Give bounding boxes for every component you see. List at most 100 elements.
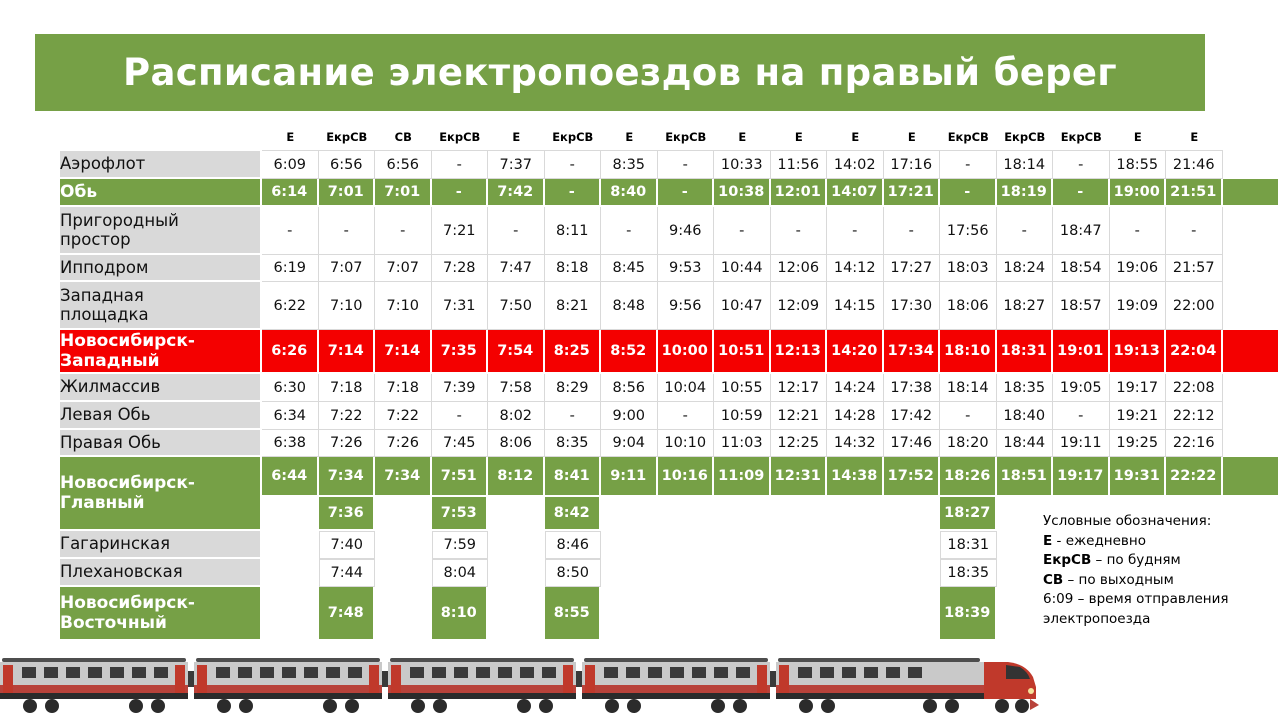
filler-cell bbox=[1222, 179, 1280, 207]
time-cell: 6:09 bbox=[262, 151, 319, 179]
station-cell: Левая Обь bbox=[60, 402, 262, 430]
time-cell: 10:59 bbox=[714, 402, 771, 430]
time-cell: 12:31 bbox=[770, 457, 827, 497]
time-cell: 8:50 bbox=[544, 559, 601, 587]
time-cell: 7:10 bbox=[318, 282, 375, 330]
time-cell: 17:30 bbox=[883, 282, 940, 330]
time-cell: 9:11 bbox=[601, 457, 658, 497]
filler-cell bbox=[1223, 207, 1280, 255]
time-cell: - bbox=[1166, 207, 1223, 255]
time-cell: 8:46 bbox=[544, 531, 601, 559]
time-cell: - bbox=[940, 179, 997, 207]
time-cell: 7:26 bbox=[318, 430, 375, 457]
time-cell: 18:20 bbox=[940, 430, 997, 457]
time-cell: 8:10 bbox=[431, 587, 488, 641]
time-cell: 6:38 bbox=[262, 430, 319, 457]
time-cell: 7:18 bbox=[318, 374, 375, 402]
time-cell: 18:54 bbox=[1053, 255, 1110, 282]
time-cell: 10:55 bbox=[714, 374, 771, 402]
time-cell: - bbox=[375, 207, 432, 255]
time-cell bbox=[714, 559, 771, 587]
time-cell: 17:46 bbox=[883, 430, 940, 457]
time-cell bbox=[262, 531, 319, 559]
time-cell: 17:56 bbox=[940, 207, 997, 255]
time-cell: 6:22 bbox=[262, 282, 319, 330]
time-cell: 18:06 bbox=[940, 282, 997, 330]
station-cell: Обь bbox=[60, 179, 262, 207]
time-cell: 8:56 bbox=[601, 374, 658, 402]
schedule-row: Плехановская 7:44 8:04 8:50 18:35 bbox=[60, 559, 1280, 587]
train-type-header: Е bbox=[1109, 124, 1166, 151]
time-cell bbox=[601, 587, 658, 641]
time-cell: 19:13 bbox=[1109, 330, 1166, 374]
legend-item: Е - ежедневно bbox=[1043, 532, 1146, 549]
schedule-row: Левая Обь 6:34 7:22 7:22-8:02-9:00-10:59 12:… bbox=[60, 402, 1280, 430]
station-cell: Новосибирск- Главный bbox=[60, 457, 262, 531]
time-cell: 7:21 bbox=[431, 207, 488, 255]
time-cell: 17:52 bbox=[883, 457, 940, 497]
time-cell: 21:51 bbox=[1166, 179, 1223, 207]
time-cell: 18:31 bbox=[996, 330, 1053, 374]
time-cell: 7:28 bbox=[431, 255, 488, 282]
time-cell: 17:38 bbox=[883, 374, 940, 402]
time-cell bbox=[262, 559, 319, 587]
time-cell: 7:34 bbox=[318, 457, 375, 497]
train-type-header: Е bbox=[1166, 124, 1223, 151]
schedule-row: Новосибирск- Западный 6:26 7:14 7:14 7:35 7:5… bbox=[60, 330, 1280, 374]
time-cell: 8:06 bbox=[488, 430, 545, 457]
time-cell: 6:34 bbox=[262, 402, 319, 430]
schedule-row: Правая Обь 6:38 7:26 7:26 7:45 8:06 8:35 9:04 10… bbox=[60, 430, 1280, 457]
station-cell: Жилмассив bbox=[60, 374, 262, 402]
page-title: Расписание электропоездов на правый бере… bbox=[123, 51, 1117, 94]
time-cell: 19:06 bbox=[1109, 255, 1166, 282]
time-cell: 17:16 bbox=[883, 151, 940, 179]
train-type-header: Е bbox=[262, 124, 319, 151]
time-cell bbox=[884, 559, 941, 587]
filler-cell bbox=[1223, 374, 1280, 402]
time-cell: 18:55 bbox=[1109, 151, 1166, 179]
time-cell bbox=[658, 531, 715, 559]
time-cell bbox=[771, 559, 828, 587]
time-cell bbox=[601, 531, 658, 559]
time-cell bbox=[375, 497, 432, 531]
time-cell: 7:44 bbox=[318, 559, 375, 587]
time-cell: 10:10 bbox=[657, 430, 714, 457]
time-cell: 14:07 bbox=[827, 179, 884, 207]
time-cell: 12:25 bbox=[770, 430, 827, 457]
train-illustration bbox=[0, 658, 1039, 713]
station-cell: Новосибирск- Восточный bbox=[60, 587, 262, 641]
time-cell bbox=[601, 559, 658, 587]
time-cell bbox=[488, 497, 545, 531]
schedule-row: Жилмассив 6:30 7:18 7:18 7:39 7:58 8:29 8:56 10:… bbox=[60, 374, 1280, 402]
train-type-header: ЕкрСВ bbox=[318, 124, 375, 151]
schedule-row: Ипподром 6:19 7:07 7:07 7:28 7:47 8:18 8:45 9:53… bbox=[60, 255, 1280, 282]
legend-term: Е bbox=[1043, 532, 1053, 549]
time-cell: 14:02 bbox=[827, 151, 884, 179]
time-cell: 14:28 bbox=[827, 402, 884, 430]
time-cell: - bbox=[657, 151, 714, 179]
time-cell: 19:01 bbox=[1053, 330, 1110, 374]
time-cell: 18:51 bbox=[996, 457, 1053, 497]
schedule-row: Обь 6:14 7:01 7:01-7:42-8:40-10:38 12:01 14:0… bbox=[60, 179, 1280, 207]
time-cell: 14:20 bbox=[827, 330, 884, 374]
time-cell bbox=[771, 587, 828, 641]
time-cell: 7:35 bbox=[431, 330, 488, 374]
time-cell: 18:26 bbox=[940, 457, 997, 497]
time-cell: 18:14 bbox=[996, 151, 1053, 179]
time-cell: 8:11 bbox=[544, 207, 601, 255]
time-cell: 11:03 bbox=[714, 430, 771, 457]
time-cell: 7:47 bbox=[488, 255, 545, 282]
time-cell bbox=[714, 531, 771, 559]
time-cell: 12:01 bbox=[770, 179, 827, 207]
time-cell: 7:50 bbox=[488, 282, 545, 330]
time-cell bbox=[262, 497, 319, 531]
time-cell: 9:46 bbox=[657, 207, 714, 255]
time-cell: 22:08 bbox=[1166, 374, 1223, 402]
time-cell: - bbox=[544, 402, 601, 430]
time-cell: 17:21 bbox=[883, 179, 940, 207]
time-cell bbox=[771, 531, 828, 559]
time-cell: 22:22 bbox=[1166, 457, 1223, 497]
time-cell: 7:18 bbox=[375, 374, 432, 402]
time-cell: 6:19 bbox=[262, 255, 319, 282]
time-cell: - bbox=[940, 402, 997, 430]
